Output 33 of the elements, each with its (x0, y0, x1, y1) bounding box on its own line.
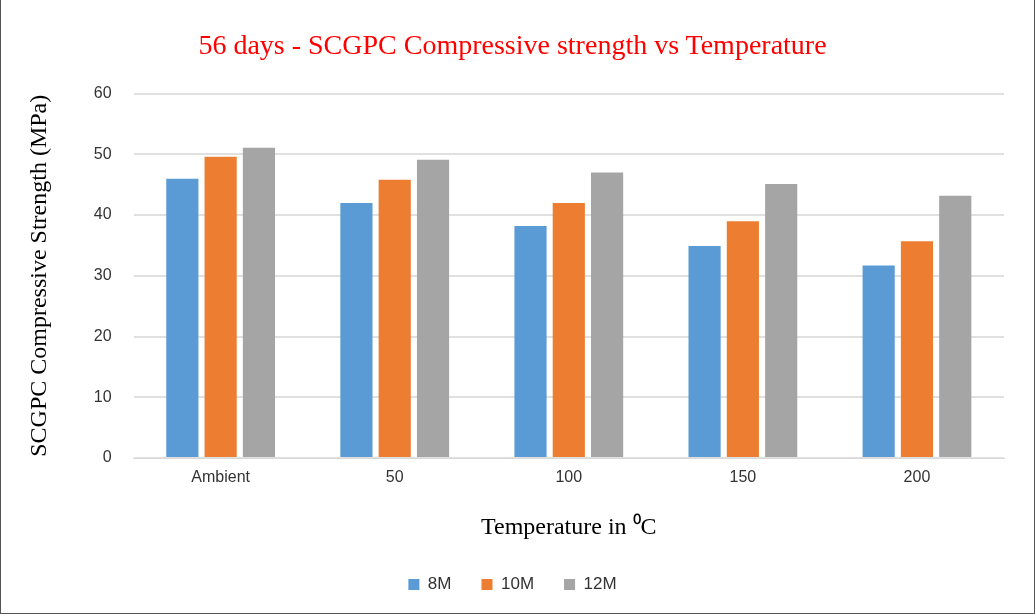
bar (416, 159, 450, 457)
y-axis-title: SCGPC Compressive Strength (MPa) (24, 94, 51, 457)
bar (591, 172, 624, 457)
legend-label: 8M (427, 574, 452, 594)
x-tick-label: 50 (385, 468, 404, 486)
bar (204, 156, 237, 457)
y-tick-label: 30 (93, 266, 112, 284)
legend-label: 10M (500, 574, 535, 594)
bar (939, 195, 972, 457)
bar (378, 179, 411, 457)
bar (242, 147, 276, 457)
legend-label: 12M (583, 574, 617, 594)
x-tick-label: 200 (903, 468, 931, 486)
bar (166, 178, 199, 457)
x-axis-title: Temperature in ⁰C (481, 512, 657, 539)
y-tick-label: 10 (93, 387, 112, 405)
bar (726, 221, 759, 457)
x-tick-label: Ambient (191, 468, 251, 486)
bar (552, 202, 585, 457)
bar (862, 265, 895, 457)
y-tick-label: 40 (93, 205, 112, 223)
y-tick-label: 60 (93, 84, 112, 102)
bar (514, 226, 547, 457)
bar (340, 202, 373, 457)
y-tick-label: 50 (93, 144, 112, 162)
x-tick-label: 150 (729, 468, 757, 486)
chart-title: 56 days - SCGPC Compressive strength vs Temperature (198, 29, 827, 61)
y-tick-label: 0 (102, 448, 112, 466)
x-tick-label: 100 (555, 468, 583, 486)
bar (765, 184, 798, 457)
bar (900, 241, 934, 457)
y-tick-label: 20 (93, 326, 112, 344)
bar (688, 246, 721, 457)
